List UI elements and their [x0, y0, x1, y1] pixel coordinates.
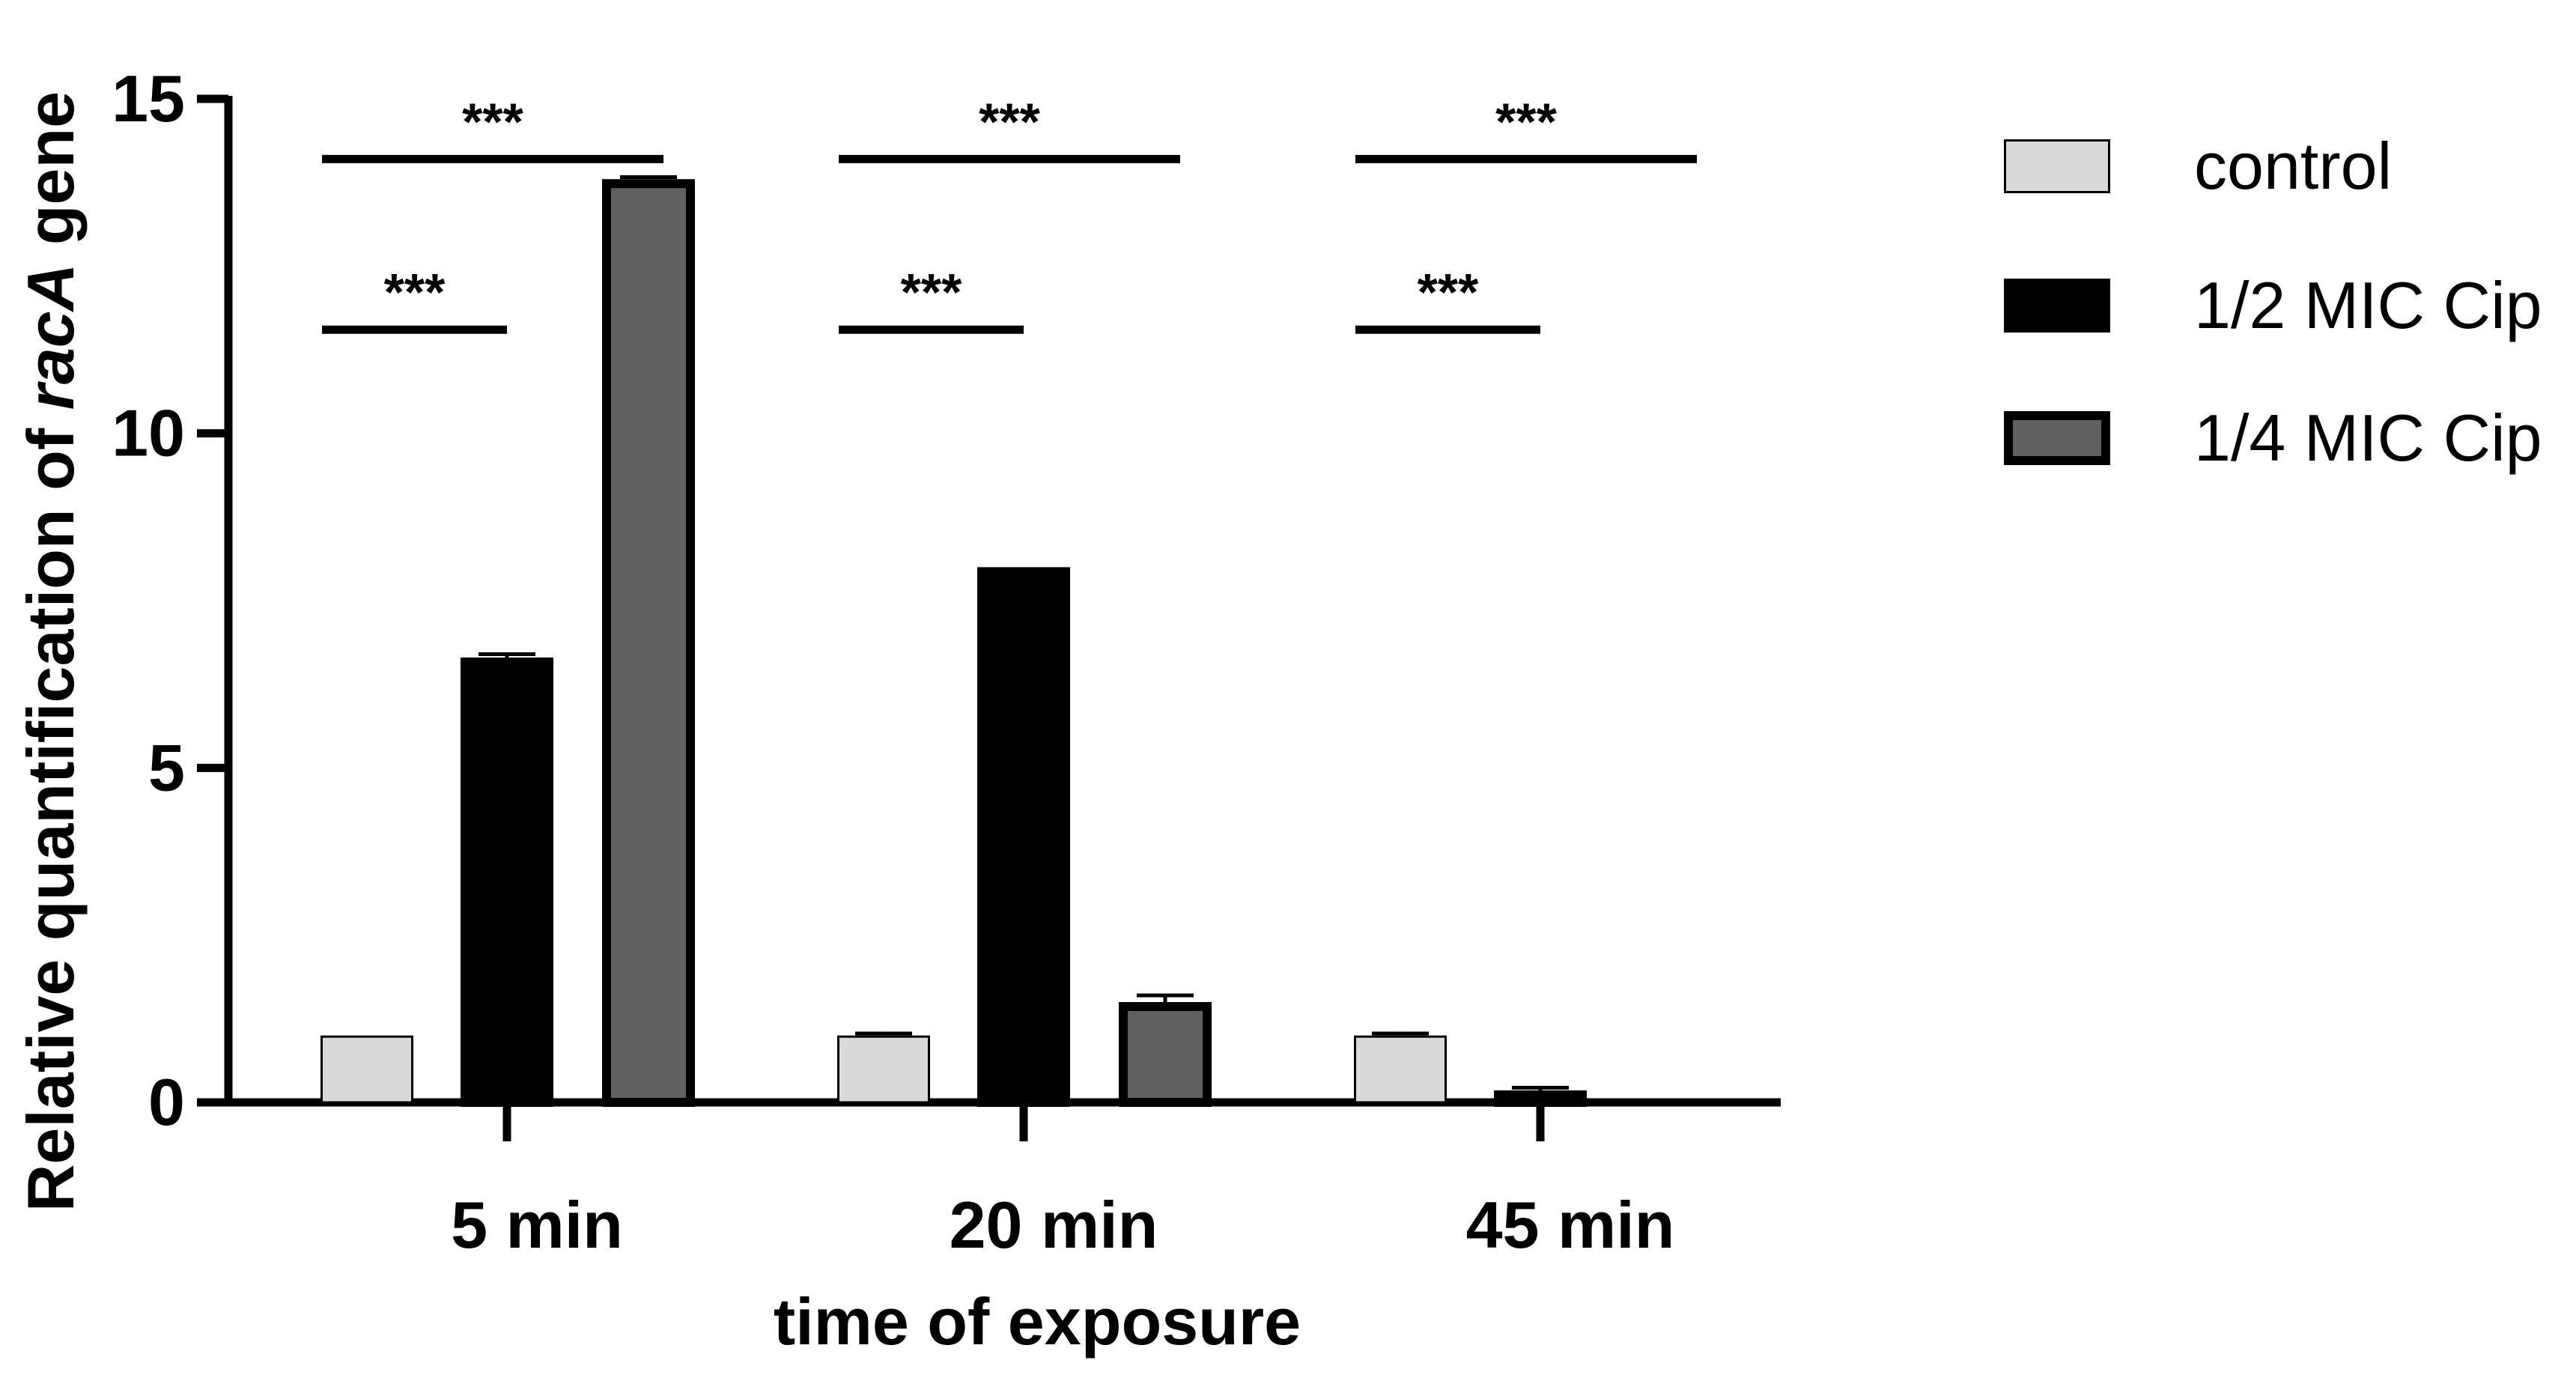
bar-control-5-min: [321, 1035, 413, 1104]
y-axis-title: Relative quantification of racA gene: [13, 91, 88, 1212]
bar-1-2-mic-cip-20-min: [977, 567, 1070, 1107]
x-category-labels: 5 min 20 min 45 min: [451, 1102, 1674, 1262]
x-category-label: 5 min: [451, 1188, 623, 1262]
significance-brackets: *** *** *** *** *** ***: [322, 92, 1697, 334]
significance-label: ***: [1495, 92, 1557, 151]
y-axis-title-suffix: gene: [13, 91, 88, 264]
x-category-label: 20 min: [950, 1188, 1158, 1262]
y-tick-label: 5: [148, 730, 185, 804]
bar-1-4-mic-cip-20-min: [1119, 1002, 1212, 1107]
significance-label: ***: [979, 92, 1040, 151]
legend-label: 1/2 MIC Cip: [2194, 268, 2542, 342]
legend-label: 1/4 MIC Cip: [2194, 401, 2542, 475]
significance-label: ***: [1418, 263, 1479, 321]
y-tick-label: 0: [148, 1065, 185, 1139]
y-tick-label: 15: [112, 61, 185, 136]
chart-bars: [321, 179, 1587, 1108]
y-axis-title-prefix: Relative quantification of: [13, 410, 88, 1212]
legend-swatch: [2004, 139, 2110, 193]
bar-1-2-mic-cip-5-min: [461, 657, 553, 1107]
bar-1-4-mic-cip-5-min: [602, 179, 695, 1108]
bar-control-20-min: [837, 1035, 930, 1104]
y-tick-label: 10: [112, 396, 185, 470]
bar-control-45-min: [1354, 1035, 1447, 1104]
significance-label: ***: [901, 263, 962, 321]
legend-swatch: [2004, 411, 2110, 465]
legend: control 1/2 MIC Cip 1/4 MIC Cip: [2004, 129, 2542, 475]
x-category-label: 45 min: [1466, 1188, 1675, 1262]
y-axis-title-gene: racA: [13, 264, 88, 410]
significance-label: ***: [462, 92, 523, 151]
error-bars: [479, 175, 1569, 1090]
legend-swatch: [2004, 279, 2110, 333]
x-axis-title: time of exposure: [774, 1284, 1301, 1359]
bar-1-2-mic-cip-45-min: [1494, 1090, 1587, 1108]
y-ticks: 0 5 10 15: [112, 61, 228, 1139]
significance-label: ***: [384, 263, 446, 321]
legend-label: control: [2194, 129, 2392, 203]
